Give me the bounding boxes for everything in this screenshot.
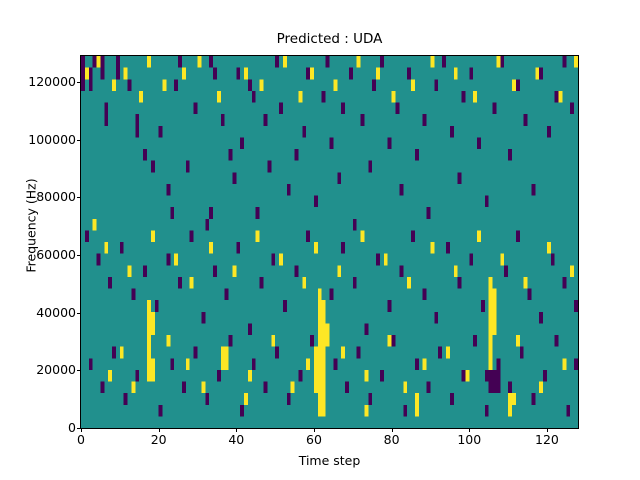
x-axis-tick-label: 80 [383,432,400,447]
x-axis-tick-label: 20 [150,432,167,447]
x-axis-tick-mark [313,428,315,432]
y-axis-tick-label: 20000 [36,362,76,378]
x-axis-tick-mark [158,428,160,432]
x-axis-label: Time step [298,453,361,468]
x-axis-tick-label: 60 [306,432,322,447]
y-axis-tick-label: 100000 [28,131,76,147]
y-axis-tick-label: 60000 [36,246,76,262]
y-axis-tick-mark [77,312,81,314]
y-axis-tick-mark [77,370,81,372]
heatmap-plot-area[interactable] [80,55,579,429]
y-axis-tick-label: 40000 [36,304,76,320]
y-axis-tick-mark [77,254,81,256]
spectrogram-heatmap[interactable] [81,56,578,428]
x-axis-tick-label: 120 [535,432,559,447]
x-axis-tick-mark [236,428,238,432]
x-axis-tick-mark [81,428,82,432]
x-axis-tick-mark [391,428,393,432]
y-axis-tick-label: 80000 [36,189,76,205]
x-axis-tick-label: 100 [457,432,482,447]
page-title: Predicted : UDA [276,31,383,47]
x-axis-tick-mark [469,428,471,432]
y-axis-tick-label: 0 [68,420,76,435]
y-axis-tick-mark [77,81,81,83]
x-axis-tick-label: 0 [77,432,85,447]
x-axis-tick-label: 40 [228,432,245,447]
y-axis-tick-mark [77,139,81,141]
y-axis-tick-label: 120000 [28,73,76,89]
x-axis-tick-mark [546,428,548,432]
y-axis-tick-mark [77,428,81,429]
y-axis-tick-mark [77,197,81,199]
